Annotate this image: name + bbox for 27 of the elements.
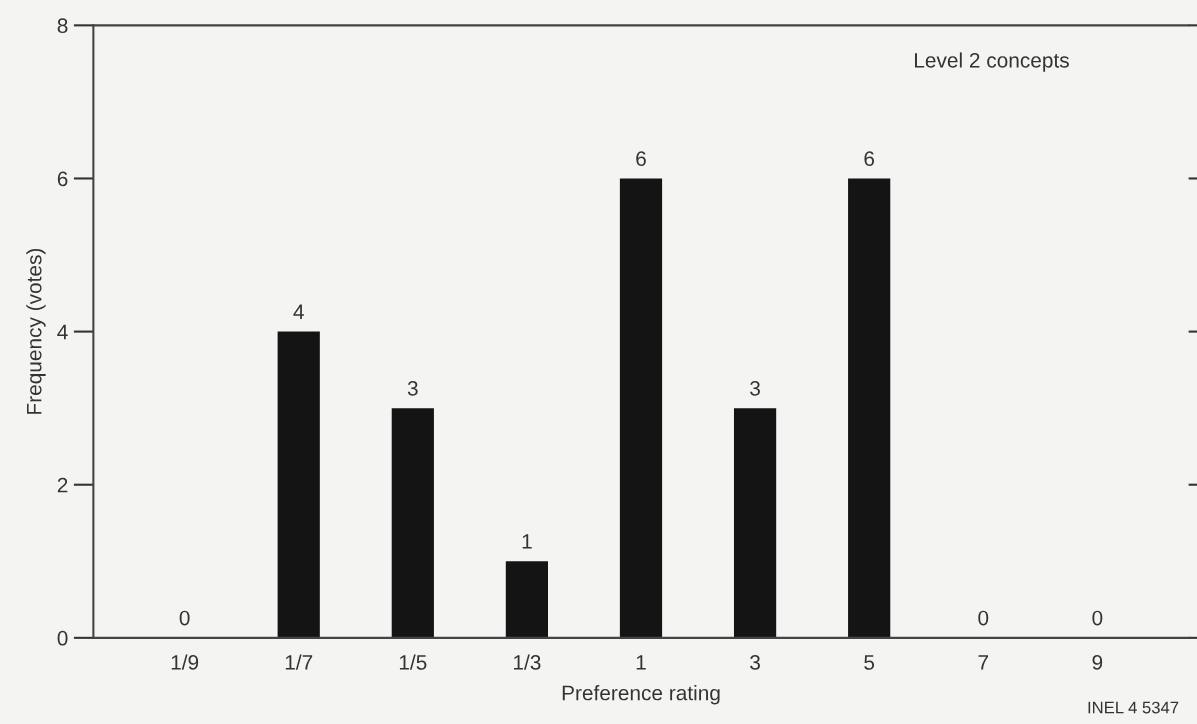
- y-tick-label: 4: [57, 324, 68, 340]
- data-label: 3: [750, 380, 760, 396]
- x-tick-label: 1: [636, 655, 646, 670]
- y-tick-label: 2: [57, 477, 68, 493]
- data-label: 0: [179, 610, 190, 626]
- y-tick-label: 6: [57, 171, 68, 187]
- data-label: 6: [864, 151, 875, 167]
- data-label: 1: [522, 534, 532, 549]
- x-tick-label: 7: [978, 655, 989, 670]
- x-tick-label: 1/9: [171, 654, 199, 670]
- x-tick-label: 1/7: [285, 654, 313, 670]
- x-tick-label: 3: [750, 655, 760, 670]
- y-axis-title: Frequency (votes): [26, 248, 46, 414]
- data-label: 0: [1092, 610, 1103, 626]
- y-tick-label: 8: [57, 18, 68, 34]
- x-tick-label: 1/3: [514, 654, 541, 670]
- x-tick-label: 9: [1092, 655, 1103, 670]
- x-tick-label: 1/5: [399, 654, 427, 670]
- data-label: 3: [407, 380, 418, 396]
- text: INEL 4 5347: [1088, 701, 1179, 714]
- y-tick-label: 0: [57, 630, 68, 646]
- data-label: 0: [978, 610, 989, 626]
- x-axis-title: Preference rating: [562, 685, 720, 705]
- annotation: Level 2 concepts: [915, 52, 1069, 72]
- x-tick-label: 5: [864, 655, 875, 670]
- data-label: 4: [293, 304, 304, 319]
- data-label: 6: [636, 151, 646, 167]
